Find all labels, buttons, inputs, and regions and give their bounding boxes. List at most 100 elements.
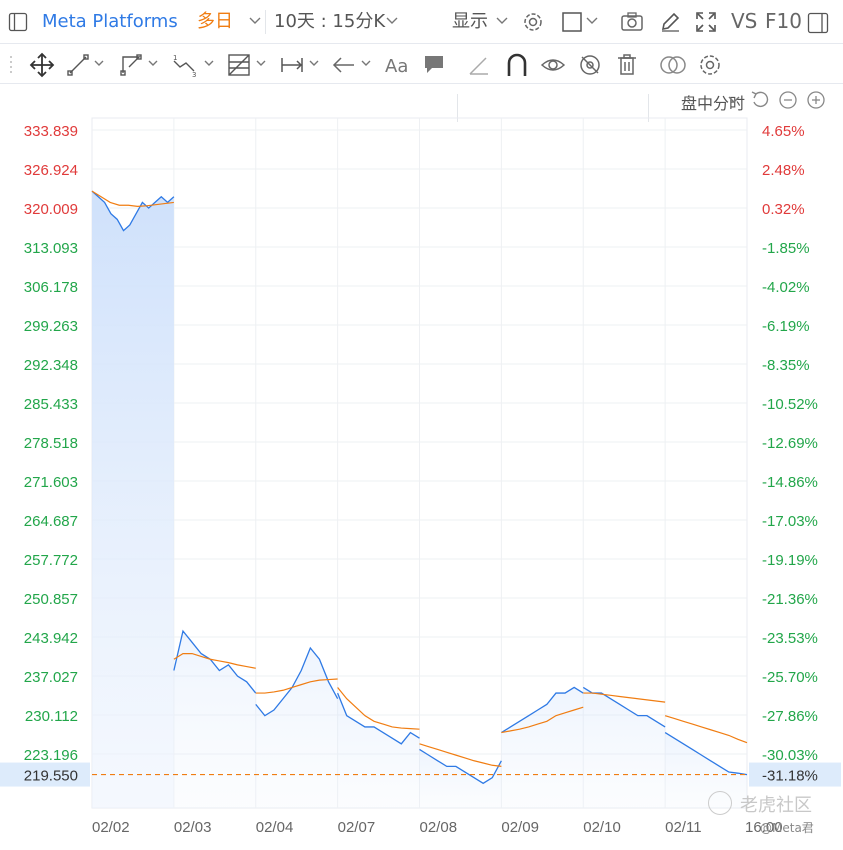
avg-line-day bbox=[501, 706, 584, 734]
arrow-icon[interactable] bbox=[332, 54, 356, 76]
y-tick-label-right: -8.35% bbox=[762, 357, 810, 374]
y-tick-label-right: 0.32% bbox=[762, 201, 805, 218]
svg-text:3: 3 bbox=[192, 71, 196, 77]
measure-icon[interactable] bbox=[280, 54, 304, 76]
y-tick-label-left: 264.687 bbox=[24, 513, 78, 530]
y-tick-label-left: 285.433 bbox=[24, 396, 78, 413]
tiger-logo-icon bbox=[708, 791, 732, 815]
y-tick-label-right: 4.65% bbox=[762, 123, 805, 140]
chevron-down-icon[interactable] bbox=[93, 59, 105, 69]
y-tick-label-right: -23.53% bbox=[762, 630, 818, 647]
current-pct-label: -31.18% bbox=[762, 768, 818, 785]
avg-line-day bbox=[173, 653, 256, 669]
chevron-down-icon[interactable] bbox=[585, 16, 599, 26]
price-area-day bbox=[173, 631, 256, 808]
line-icon[interactable] bbox=[66, 53, 90, 77]
period-selector[interactable]: 多日 bbox=[197, 11, 233, 32]
price-area-day bbox=[583, 687, 666, 808]
trash-icon[interactable] bbox=[616, 53, 638, 77]
chart-mode-selector[interactable]: 盘中分时 bbox=[680, 94, 745, 113]
avg-line-day bbox=[419, 743, 502, 767]
price-line-day bbox=[664, 732, 748, 776]
y-tick-label-right: -10.52% bbox=[762, 396, 818, 413]
y-tick-label-right: -4.02% bbox=[762, 279, 810, 296]
f10-button[interactable]: F10 bbox=[765, 9, 802, 33]
chevron-down-icon[interactable] bbox=[385, 16, 399, 26]
panel-toggle-icon[interactable] bbox=[807, 12, 829, 34]
chevron-down-icon[interactable] bbox=[308, 59, 320, 69]
chevron-down-icon[interactable] bbox=[147, 59, 159, 69]
chevron-down-icon[interactable] bbox=[495, 16, 509, 26]
x-tick-label: 02/11 bbox=[665, 819, 701, 836]
y-tick-label-left: 313.093 bbox=[24, 240, 78, 257]
current-pct-box bbox=[749, 762, 841, 787]
avg-line-day bbox=[337, 687, 420, 730]
chevron-down-icon[interactable] bbox=[727, 95, 741, 105]
range-selector[interactable]: 10天 : 15分K bbox=[274, 11, 386, 32]
y-tick-label-right: -12.69% bbox=[762, 435, 818, 452]
settings-icon[interactable] bbox=[522, 11, 544, 33]
avg-line-day bbox=[91, 190, 174, 207]
sidebar-toggle-icon[interactable] bbox=[8, 12, 28, 32]
price-line-day bbox=[173, 629, 257, 694]
display-menu[interactable]: 显示 bbox=[452, 11, 488, 32]
pencil-icon[interactable] bbox=[659, 11, 681, 33]
fib-icon[interactable] bbox=[227, 53, 251, 77]
avg-line-day bbox=[583, 692, 666, 703]
chevron-down-icon[interactable] bbox=[360, 59, 372, 69]
chevron-down-icon[interactable] bbox=[203, 59, 215, 69]
drag-handle-icon[interactable] bbox=[9, 54, 15, 76]
magnet-icon[interactable] bbox=[505, 52, 529, 78]
y-tick-label-left: 223.196 bbox=[24, 747, 78, 764]
price-line-day bbox=[91, 190, 175, 232]
symbol-name[interactable]: Meta Platforms bbox=[42, 11, 178, 32]
current-price-box bbox=[0, 762, 90, 787]
layout-icon[interactable] bbox=[561, 11, 583, 33]
y-tick-label-left: 237.027 bbox=[24, 669, 78, 686]
polyline-icon[interactable] bbox=[119, 53, 143, 77]
svg-text:1: 1 bbox=[173, 54, 177, 62]
y-tick-label-left: 299.263 bbox=[24, 318, 78, 335]
price-area-day bbox=[255, 648, 338, 808]
y-tick-label-left: 306.178 bbox=[24, 279, 78, 296]
y-tick-label-left: 278.518 bbox=[24, 435, 78, 452]
settings-icon[interactable] bbox=[698, 53, 722, 77]
y-tick-label-left: 257.772 bbox=[24, 552, 78, 569]
y-tick-label-left: 230.112 bbox=[25, 708, 78, 725]
top-toolbar: Meta Platforms 多日 10天 : 15分K 显示 VS F10 bbox=[0, 0, 843, 44]
hide-icon[interactable] bbox=[578, 53, 602, 77]
x-tick-label: 02/08 bbox=[420, 819, 458, 836]
y-tick-label-right: -21.36% bbox=[762, 591, 818, 608]
x-tick-label: 02/02 bbox=[92, 819, 130, 836]
overlay-icon[interactable] bbox=[659, 54, 687, 76]
chevron-down-icon[interactable] bbox=[248, 16, 262, 26]
comment-icon[interactable] bbox=[423, 53, 445, 77]
y-tick-label-right: -19.19% bbox=[762, 552, 818, 569]
price-chart[interactable]: 333.839 4.65% 326.924 2.48% 320.009 0.32% 313.… bbox=[0, 84, 843, 850]
price-line-day bbox=[337, 692, 420, 745]
y-tick-label-left: 271.603 bbox=[24, 474, 78, 491]
text-icon[interactable]: Aa bbox=[385, 53, 411, 77]
chevron-down-icon[interactable] bbox=[255, 59, 267, 69]
camera-icon[interactable] bbox=[620, 11, 644, 33]
y-tick-label-right: 2.48% bbox=[762, 162, 805, 179]
y-tick-label-left: 320.009 bbox=[24, 201, 78, 218]
watermark: 老虎社区 @Meta君 bbox=[708, 787, 838, 837]
y-tick-label-left: 243.942 bbox=[24, 630, 78, 647]
fullscreen-icon[interactable] bbox=[695, 11, 717, 33]
y-tick-label-left: 333.839 bbox=[24, 123, 78, 140]
eye-lock-icon[interactable] bbox=[540, 53, 566, 77]
reset-icon[interactable] bbox=[750, 90, 770, 110]
ruler-icon[interactable] bbox=[468, 54, 490, 76]
move-icon[interactable] bbox=[29, 52, 55, 78]
zoom-out-icon[interactable] bbox=[778, 90, 798, 110]
y-tick-label-right: -6.19% bbox=[762, 318, 810, 335]
price-area-day bbox=[419, 749, 502, 808]
price-area-day bbox=[92, 191, 174, 809]
y-tick-label-right: -14.86% bbox=[762, 474, 818, 491]
vs-button[interactable]: VS bbox=[731, 9, 758, 33]
zoom-in-icon[interactable] bbox=[806, 90, 826, 110]
y-tick-label-right: -17.03% bbox=[762, 513, 818, 530]
